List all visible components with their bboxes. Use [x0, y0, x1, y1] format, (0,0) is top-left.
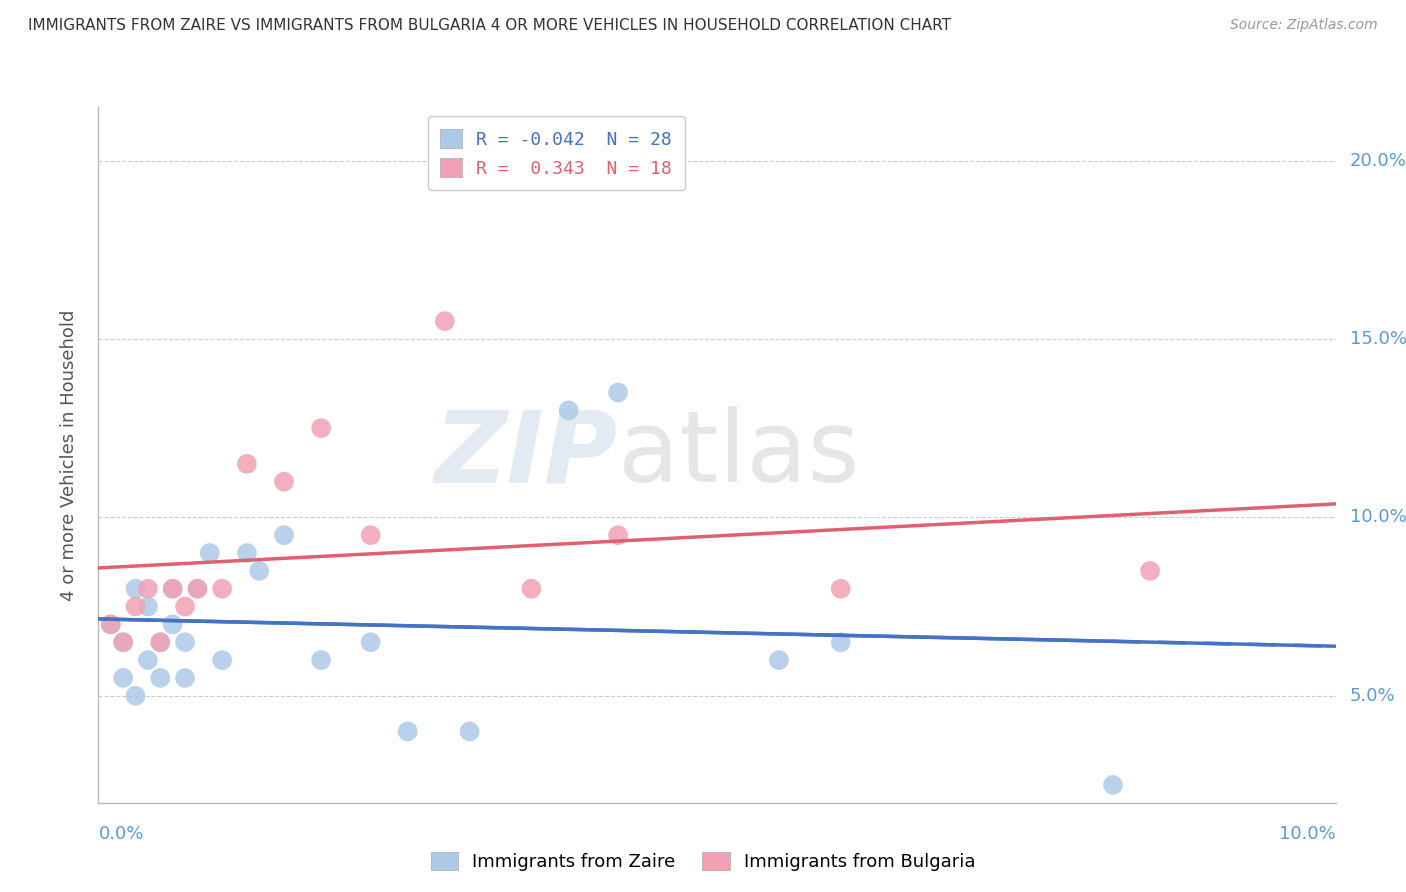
- Text: ZIP: ZIP: [434, 407, 619, 503]
- Point: [273, 528, 295, 542]
- Point: [360, 635, 382, 649]
- Point: [112, 635, 135, 649]
- Point: [433, 314, 456, 328]
- Point: [124, 582, 146, 596]
- Point: [211, 582, 233, 596]
- Text: IMMIGRANTS FROM ZAIRE VS IMMIGRANTS FROM BULGARIA 4 OR MORE VEHICLES IN HOUSEHOL: IMMIGRANTS FROM ZAIRE VS IMMIGRANTS FROM…: [28, 18, 950, 33]
- Point: [174, 599, 197, 614]
- Text: 10.0%: 10.0%: [1279, 825, 1336, 843]
- Point: [136, 653, 159, 667]
- Point: [100, 617, 122, 632]
- Point: [309, 653, 332, 667]
- Point: [557, 403, 579, 417]
- Point: [136, 599, 159, 614]
- Point: [396, 724, 419, 739]
- Point: [124, 599, 146, 614]
- Point: [520, 582, 543, 596]
- Point: [211, 653, 233, 667]
- Text: 15.0%: 15.0%: [1350, 330, 1406, 348]
- Text: atlas: atlas: [619, 407, 859, 503]
- Point: [162, 582, 184, 596]
- Point: [607, 528, 630, 542]
- Point: [236, 546, 259, 560]
- Point: [149, 635, 172, 649]
- Point: [149, 635, 172, 649]
- Point: [174, 671, 197, 685]
- Point: [768, 653, 790, 667]
- Point: [247, 564, 270, 578]
- Point: [174, 635, 197, 649]
- Point: [112, 635, 135, 649]
- Y-axis label: 4 or more Vehicles in Household: 4 or more Vehicles in Household: [59, 310, 77, 600]
- Point: [1139, 564, 1161, 578]
- Point: [607, 385, 630, 400]
- Point: [198, 546, 221, 560]
- Legend: Immigrants from Zaire, Immigrants from Bulgaria: Immigrants from Zaire, Immigrants from B…: [423, 845, 983, 879]
- Point: [236, 457, 259, 471]
- Point: [162, 617, 184, 632]
- Point: [309, 421, 332, 435]
- Point: [112, 671, 135, 685]
- Point: [149, 671, 172, 685]
- Point: [1102, 778, 1125, 792]
- Text: 0.0%: 0.0%: [98, 825, 143, 843]
- Point: [162, 582, 184, 596]
- Text: 10.0%: 10.0%: [1350, 508, 1406, 526]
- Point: [186, 582, 208, 596]
- Point: [458, 724, 481, 739]
- Legend: R = -0.042  N = 28, R =  0.343  N = 18: R = -0.042 N = 28, R = 0.343 N = 18: [427, 116, 685, 190]
- Point: [124, 689, 146, 703]
- Point: [136, 582, 159, 596]
- Text: Source: ZipAtlas.com: Source: ZipAtlas.com: [1230, 18, 1378, 32]
- Point: [186, 582, 208, 596]
- Text: 20.0%: 20.0%: [1350, 152, 1406, 169]
- Point: [273, 475, 295, 489]
- Point: [100, 617, 122, 632]
- Text: 5.0%: 5.0%: [1350, 687, 1395, 705]
- Point: [830, 635, 852, 649]
- Point: [360, 528, 382, 542]
- Point: [830, 582, 852, 596]
